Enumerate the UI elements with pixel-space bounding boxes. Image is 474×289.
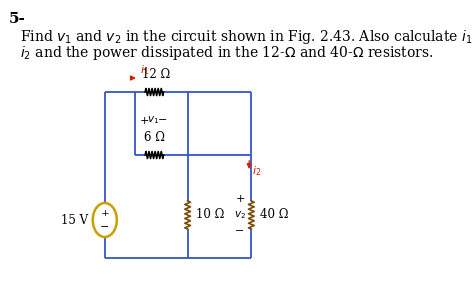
Text: +: + (100, 210, 109, 218)
Text: 6 Ω: 6 Ω (144, 131, 165, 144)
Text: +: + (140, 116, 150, 125)
Text: $v_2$: $v_2$ (234, 209, 246, 221)
Text: 5-: 5- (9, 12, 26, 26)
Text: +: + (235, 194, 245, 204)
Text: −: − (100, 222, 109, 232)
Text: $i_2$ and the power dissipated in the 12-$\Omega$ and 40-$\Omega$ resistors.: $i_2$ and the power dissipated in the 12… (20, 44, 433, 62)
Text: Find $v_1$ and $v_2$ in the circuit shown in Fig. 2.43. Also calculate $i_1$ and: Find $v_1$ and $v_2$ in the circuit show… (20, 28, 474, 46)
Text: $i_1$: $i_1$ (140, 63, 149, 77)
Text: $i_2$: $i_2$ (252, 164, 261, 178)
Text: 15 V: 15 V (61, 214, 88, 227)
Text: $v_1$: $v_1$ (146, 115, 159, 126)
Text: 10 Ω: 10 Ω (196, 208, 225, 221)
Text: 40 Ω: 40 Ω (260, 208, 288, 221)
Text: −: − (158, 116, 167, 125)
Text: −: − (235, 226, 245, 236)
Text: 12 Ω: 12 Ω (142, 68, 170, 81)
